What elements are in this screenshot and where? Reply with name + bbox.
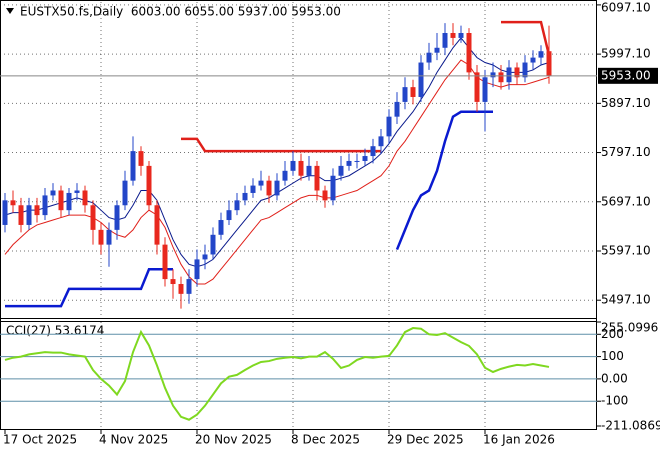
x-tick-label: 29 Dec 2025 bbox=[387, 433, 464, 447]
candle-body bbox=[442, 33, 448, 48]
candle-body bbox=[402, 87, 408, 102]
y-tick-label: 5697.10 bbox=[601, 194, 651, 208]
y-tick-label: 5497.10 bbox=[601, 293, 651, 307]
x-tick-label: 4 Nov 2025 bbox=[99, 433, 168, 447]
candle-body bbox=[378, 136, 384, 147]
overlay-line bbox=[4, 59, 550, 285]
candle-body bbox=[282, 170, 288, 181]
candle-body bbox=[162, 244, 168, 280]
candle-body bbox=[482, 77, 488, 102]
candle-body bbox=[370, 146, 376, 157]
candle-body bbox=[330, 175, 336, 201]
candle-body bbox=[202, 254, 208, 260]
candle-body bbox=[194, 259, 200, 280]
candle-body bbox=[346, 160, 352, 166]
y-tick-label: 200 bbox=[601, 327, 624, 341]
candle-body bbox=[154, 205, 160, 245]
candle-body bbox=[426, 52, 432, 63]
candle-body bbox=[130, 151, 136, 181]
candle-body bbox=[522, 62, 528, 78]
y-tick-label: -211.0869 bbox=[601, 419, 660, 433]
candle-body bbox=[362, 156, 368, 161]
cci-line bbox=[4, 327, 550, 421]
candle-body bbox=[90, 205, 96, 230]
candle-body bbox=[66, 192, 72, 211]
candle-body bbox=[58, 190, 64, 211]
x-tick-label: 8 Dec 2025 bbox=[291, 433, 360, 447]
candle-body bbox=[338, 165, 344, 176]
x-tick-label: 17 Oct 2025 bbox=[3, 433, 77, 447]
candle-body bbox=[538, 51, 544, 58]
candle-body bbox=[50, 190, 56, 196]
candle-body bbox=[170, 279, 176, 285]
candle-body bbox=[258, 180, 264, 186]
candle-body bbox=[394, 101, 400, 117]
candle-body bbox=[274, 180, 280, 196]
candle-body bbox=[138, 151, 144, 166]
y-tick-label: 255.0996 bbox=[601, 321, 658, 335]
candle-body bbox=[354, 160, 360, 162]
candle-body bbox=[466, 33, 472, 73]
candle-body bbox=[306, 165, 312, 176]
candle-body bbox=[234, 200, 240, 211]
overlay-line bbox=[501, 20, 551, 56]
last-price-label: 5953.00 bbox=[601, 68, 651, 82]
candle-body bbox=[546, 51, 552, 76]
indicator-title: CCI(27) 53.6174 bbox=[6, 324, 104, 338]
candle-body bbox=[386, 116, 392, 137]
candle-body bbox=[506, 67, 512, 83]
last-price-box bbox=[598, 67, 658, 84]
candle-body bbox=[410, 87, 416, 97]
candle-body bbox=[450, 33, 456, 38]
candle-body bbox=[18, 205, 24, 225]
overlay-line bbox=[181, 137, 381, 153]
candle-body bbox=[42, 195, 48, 216]
candle-body bbox=[34, 205, 40, 216]
y-tick-label: 5997.10 bbox=[601, 47, 651, 61]
candle-body bbox=[242, 192, 248, 201]
candle-body bbox=[290, 160, 296, 171]
candle-body bbox=[474, 72, 480, 102]
y-tick-label: 0.00 bbox=[601, 371, 628, 385]
candle-body bbox=[186, 279, 192, 294]
chart-title: EUSTX50.fs,Daily 6003.00 6055.00 5937.00… bbox=[20, 5, 341, 19]
candle-body bbox=[210, 234, 216, 255]
candle-body bbox=[146, 165, 152, 206]
menu-triangle bbox=[6, 8, 14, 14]
candle-body bbox=[10, 200, 16, 206]
candle-body bbox=[418, 62, 424, 97]
candle-body bbox=[250, 185, 256, 193]
y-tick-label: 5597.10 bbox=[601, 243, 651, 257]
candle-body bbox=[314, 165, 320, 191]
candle-body bbox=[178, 284, 184, 294]
candle-body bbox=[298, 160, 304, 176]
candle-body bbox=[82, 190, 88, 206]
y-tick-label: 6097.10 bbox=[601, 1, 651, 15]
candle-body bbox=[490, 72, 496, 78]
candle-body bbox=[530, 57, 536, 63]
candle-body bbox=[26, 205, 32, 225]
candle-body bbox=[122, 180, 128, 206]
candle-body bbox=[2, 200, 8, 225]
candle-body bbox=[114, 205, 120, 230]
candle-body bbox=[226, 210, 232, 221]
candle-body bbox=[106, 229, 112, 245]
candle-body bbox=[434, 47, 440, 53]
candle-body bbox=[514, 67, 520, 78]
candle-body bbox=[98, 229, 104, 245]
candle-body bbox=[74, 190, 80, 193]
y-tick-label: 5897.10 bbox=[601, 96, 651, 110]
candle-body bbox=[322, 190, 328, 201]
y-tick-label: -100 bbox=[601, 394, 628, 408]
candle-body bbox=[498, 72, 504, 83]
y-tick-label: 5797.10 bbox=[601, 145, 651, 159]
y-tick-label: 100 bbox=[601, 349, 624, 363]
candle-body bbox=[458, 33, 464, 38]
candle-body bbox=[218, 220, 224, 235]
x-tick-label: 20 Nov 2025 bbox=[195, 433, 272, 447]
x-tick-label: 16 Jan 2026 bbox=[483, 433, 555, 447]
overlay-line bbox=[5, 267, 173, 308]
candle-body bbox=[266, 180, 272, 196]
